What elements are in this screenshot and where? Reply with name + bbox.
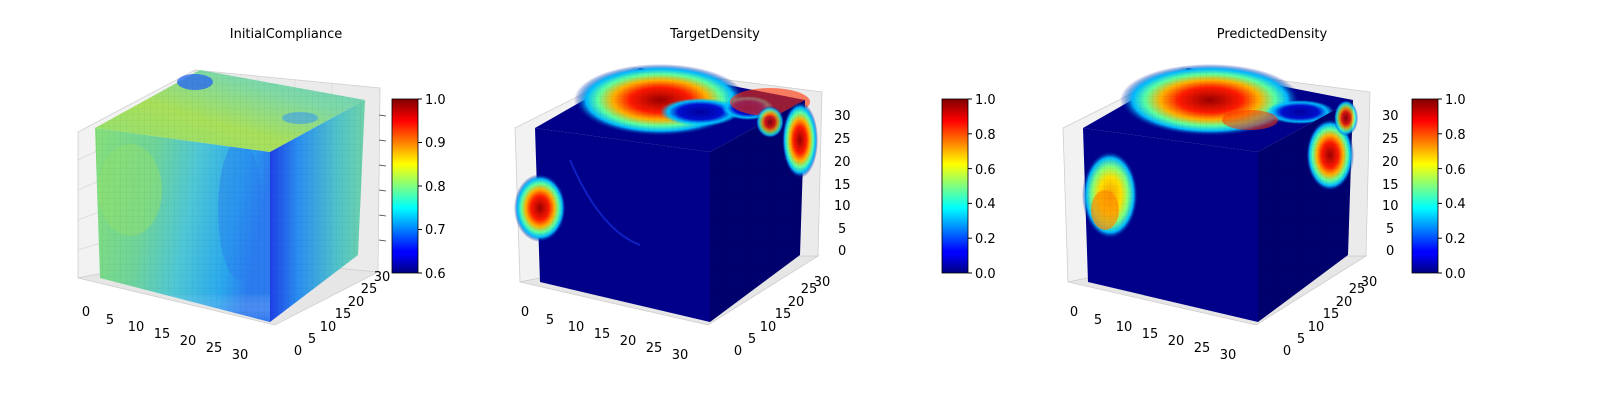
voxel-cube xyxy=(95,70,365,322)
y-tick-label: 15 xyxy=(775,307,792,322)
y-tick-label: 10 xyxy=(1308,320,1325,335)
z-tick-label: 25 xyxy=(834,132,851,147)
colorbar: 1.0 0.8 0.6 0.4 0.2 0.0 xyxy=(1411,93,1466,282)
z-tick-label: 10 xyxy=(1382,199,1399,214)
x-tick-label: 20 xyxy=(180,334,197,349)
z-tick-label: 15 xyxy=(834,178,851,193)
colorbar-tick-label: 0.8 xyxy=(425,180,446,195)
y-tick-label: 10 xyxy=(760,320,777,335)
colorbar-tick-label: 0.0 xyxy=(1445,267,1466,282)
colorbar-tick-label: 0.4 xyxy=(975,197,996,212)
z-tick-label: 10 xyxy=(834,199,851,214)
x-tick-label: 30 xyxy=(232,348,249,363)
z-tick-label: 25 xyxy=(1382,132,1399,147)
z-tick-label: 30 xyxy=(1382,109,1399,124)
y-tick-label: 20 xyxy=(1336,295,1353,310)
x-tick-label: 10 xyxy=(1116,320,1133,335)
colorbar-tick-label: 1.0 xyxy=(425,93,446,108)
x-tick-label: 20 xyxy=(1168,334,1185,349)
z-tick-label: 20 xyxy=(834,155,851,170)
colorbar-tick-label: 0.0 xyxy=(975,267,996,282)
colorbar-tick-label: 0.6 xyxy=(975,163,996,178)
colorbar-tick-label: 1.0 xyxy=(975,93,996,108)
x-tick-label: 5 xyxy=(1094,313,1102,328)
z-tick-label: 15 xyxy=(1382,178,1399,193)
panel-title: TargetDensity xyxy=(669,27,760,42)
y-tick-label: 20 xyxy=(348,295,365,310)
x-tick-label: 10 xyxy=(128,320,145,335)
x-tick-label: 0 xyxy=(82,305,90,320)
z-tick-label: 0 xyxy=(838,244,846,259)
voxel-cube xyxy=(1082,64,1358,322)
x-tick-label: 15 xyxy=(154,327,171,342)
x-axis: 0 5 10 15 20 25 30 xyxy=(521,305,688,363)
z-tick-label: 20 xyxy=(1382,155,1399,170)
x-tick-label: 25 xyxy=(646,341,663,356)
y-tick-label: 0 xyxy=(1283,344,1291,359)
panel-title: InitialCompliance xyxy=(230,27,343,42)
y-tick-label: 15 xyxy=(335,307,352,322)
colorbar-tick-label: 0.6 xyxy=(1445,163,1466,178)
colorbar-tick-label: 0.4 xyxy=(1445,197,1466,212)
x-tick-label: 0 xyxy=(521,305,529,320)
x-tick-label: 0 xyxy=(1070,305,1078,320)
x-axis: 0 5 10 15 20 25 30 xyxy=(82,305,248,363)
colorbar: 1.0 0.9 0.8 0.7 0.6 xyxy=(391,93,446,282)
x-tick-label: 30 xyxy=(1220,348,1237,363)
z-axis: 0 5 10 15 20 25 30 xyxy=(834,109,851,259)
y-axis: 0 5 10 15 20 25 30 xyxy=(294,270,390,359)
x-tick-label: 15 xyxy=(1142,327,1159,342)
z-tick-label: 5 xyxy=(838,222,846,237)
colorbar-tick-label: 1.0 xyxy=(1445,93,1466,108)
panel-initial-compliance: InitialCompliance xyxy=(77,27,446,363)
x-tick-label: 30 xyxy=(672,348,689,363)
colorbar-tick-label: 0.6 xyxy=(425,267,446,282)
voxel-cube xyxy=(514,64,818,322)
z-tick-label: 0 xyxy=(1386,244,1394,259)
y-tick-label: 0 xyxy=(294,344,302,359)
y-tick-label: 30 xyxy=(814,275,831,290)
y-tick-label: 5 xyxy=(308,332,316,347)
y-tick-label: 25 xyxy=(1349,282,1366,297)
x-tick-label: 20 xyxy=(620,334,637,349)
panel-predicted-density: PredictedDensity xyxy=(1062,27,1466,363)
colorbar: 1.0 0.8 0.6 0.4 0.2 0.0 xyxy=(941,93,996,282)
x-tick-label: 25 xyxy=(206,341,223,356)
y-tick-label: 5 xyxy=(1297,332,1305,347)
colorbar-tick-label: 0.8 xyxy=(1445,128,1466,143)
y-axis: 0 5 10 15 20 25 30 xyxy=(734,275,830,359)
y-tick-label: 0 xyxy=(734,344,742,359)
x-tick-label: 5 xyxy=(106,313,114,328)
colorbar-tick-label: 0.2 xyxy=(1445,232,1466,247)
y-tick-label: 30 xyxy=(1361,275,1378,290)
x-axis: 0 5 10 15 20 25 30 xyxy=(1070,305,1236,363)
x-tick-label: 15 xyxy=(594,327,611,342)
y-tick-label: 15 xyxy=(1323,307,1340,322)
z-tick-label: 5 xyxy=(1386,222,1394,237)
colorbar-tick-label: 0.8 xyxy=(975,128,996,143)
y-tick-label: 20 xyxy=(788,295,805,310)
colorbar-tick-label: 0.9 xyxy=(425,136,446,151)
y-axis: 0 5 10 15 20 25 30 xyxy=(1283,275,1377,359)
y-tick-label: 10 xyxy=(320,320,337,335)
y-tick-label: 30 xyxy=(374,270,391,285)
colorbar-tick-label: 0.2 xyxy=(975,232,996,247)
panel-target-density: TargetDensity xyxy=(514,27,996,363)
panel-title: PredictedDensity xyxy=(1217,27,1328,42)
y-tick-label: 25 xyxy=(361,282,378,297)
x-tick-label: 5 xyxy=(546,313,554,328)
y-tick-label: 25 xyxy=(801,282,818,297)
x-tick-label: 10 xyxy=(568,320,585,335)
z-axis-ticks xyxy=(378,114,387,242)
z-tick-label: 30 xyxy=(834,109,851,124)
z-axis: 0 5 10 15 20 25 30 xyxy=(1382,109,1399,259)
y-tick-label: 5 xyxy=(748,332,756,347)
x-tick-label: 25 xyxy=(1194,341,1211,356)
colorbar-tick-label: 0.7 xyxy=(425,223,446,238)
